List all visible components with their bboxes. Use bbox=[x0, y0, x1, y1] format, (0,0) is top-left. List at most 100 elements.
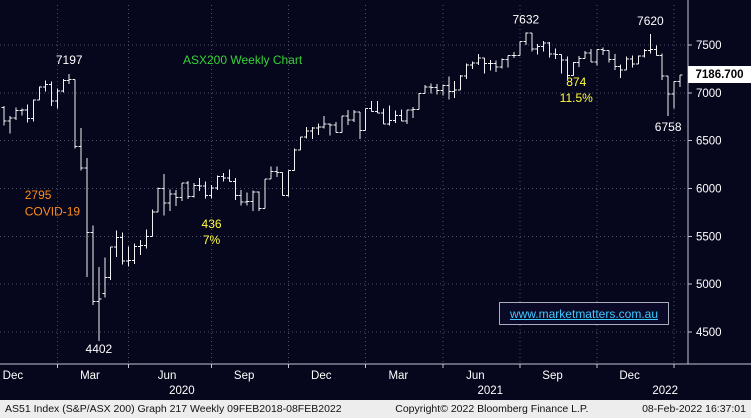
ohlc-bar bbox=[606, 50, 612, 63]
x-month-label: Dec bbox=[619, 370, 640, 382]
ohlc-bar bbox=[677, 74, 683, 88]
chart-annotation: 6758 bbox=[655, 120, 682, 134]
ohlc-bar bbox=[529, 32, 535, 52]
ohlc-bar bbox=[404, 109, 410, 125]
ohlc-bar bbox=[48, 81, 54, 106]
ohlc-bar bbox=[351, 109, 357, 122]
chart-annotation: 4402 bbox=[86, 342, 113, 356]
ohlc-bar bbox=[149, 209, 155, 238]
ohlc-bar bbox=[647, 33, 653, 54]
ohlc-bar bbox=[369, 100, 375, 113]
ohlc-bar bbox=[13, 107, 19, 120]
ohlc-bar bbox=[464, 63, 470, 80]
ohlc-bar bbox=[339, 115, 345, 133]
ohlc-bar bbox=[618, 64, 624, 78]
ohlc-bar bbox=[547, 41, 553, 58]
ohlc-bar bbox=[594, 48, 600, 66]
ohlc-bar bbox=[499, 58, 505, 69]
chart-title: ASX200 Weekly Chart bbox=[183, 53, 303, 67]
status-bar: AS51 Index (S&P/ASX 200) Graph 217 Weekl… bbox=[0, 400, 751, 418]
ohlc-bar bbox=[78, 128, 84, 171]
ohlc-bar bbox=[185, 180, 191, 199]
ohlc-bar bbox=[303, 126, 309, 139]
footer-copyright: Copyright© 2022 Bloomberg Finance L.P. bbox=[395, 403, 589, 415]
ohlc-bar bbox=[523, 32, 529, 46]
ohlc-bar bbox=[440, 84, 446, 96]
ohlc-bar bbox=[96, 266, 102, 342]
x-month-label: Mar bbox=[388, 370, 408, 382]
ohlc-bar bbox=[238, 190, 244, 206]
ohlc-bar bbox=[416, 92, 422, 110]
x-month-label: Mar bbox=[80, 370, 100, 382]
ohlc-bar bbox=[564, 56, 570, 79]
ohlc-bar bbox=[286, 169, 292, 197]
ohlc-bar bbox=[446, 76, 452, 100]
chart-annotation: 7632 bbox=[512, 13, 539, 27]
ohlc-bar bbox=[268, 166, 274, 180]
ohlc-bar bbox=[653, 45, 659, 56]
y-tick-label: 7500 bbox=[696, 40, 722, 52]
ohlc-bar bbox=[173, 189, 179, 206]
chart-annotation: 11.5% bbox=[560, 91, 593, 105]
x-month-label: Dec bbox=[311, 370, 332, 382]
ohlc-bar bbox=[214, 175, 220, 191]
chart-annotation: 7620 bbox=[637, 14, 664, 28]
ohlc-bar bbox=[226, 169, 232, 183]
ohlc-bar bbox=[386, 105, 392, 126]
ohlc-bar bbox=[588, 48, 594, 63]
ohlc-bar bbox=[321, 116, 327, 129]
ohlc-bar bbox=[232, 177, 238, 201]
ohlc-bar bbox=[19, 108, 25, 116]
ohlc-bar bbox=[102, 257, 108, 298]
ohlc-bar bbox=[108, 246, 114, 281]
ohlc-bar bbox=[167, 189, 173, 211]
ohlc-bar bbox=[600, 47, 606, 55]
ohlc-bar bbox=[671, 81, 677, 109]
ohlc-bar bbox=[582, 50, 588, 59]
ohlc-bar bbox=[641, 49, 647, 58]
ohlc-bar bbox=[392, 110, 398, 124]
ohlc-bar bbox=[434, 84, 440, 95]
ohlc-bar bbox=[209, 184, 215, 199]
ohlc-bar bbox=[428, 83, 434, 94]
ohlc-bar bbox=[25, 104, 31, 123]
ohlc-bar bbox=[475, 54, 481, 65]
ohlc-bar bbox=[452, 81, 458, 98]
ohlc-bar bbox=[481, 57, 487, 74]
ohlc-bar bbox=[552, 48, 558, 60]
ohlc-bar bbox=[398, 109, 404, 122]
ohlc-bar bbox=[161, 173, 167, 216]
ohlc-bar bbox=[333, 122, 339, 133]
ohlc-bar bbox=[363, 107, 369, 132]
ohlc-bar bbox=[126, 246, 132, 267]
footer-instrument: AS51 Index (S&P/ASX 200) Graph 217 Weekl… bbox=[5, 403, 342, 415]
ohlc-bar bbox=[511, 51, 517, 58]
y-tick-label: 6500 bbox=[696, 136, 722, 148]
footer-timestamp: 08-Feb-2022 16:37:01 bbox=[642, 403, 746, 415]
x-month-label: Jun bbox=[158, 370, 177, 382]
ohlc-bar bbox=[665, 75, 671, 117]
ohlc-bar bbox=[7, 115, 13, 134]
ohlc-bar bbox=[90, 225, 96, 305]
ohlc-bar bbox=[410, 107, 416, 118]
ohlc-bar bbox=[250, 190, 256, 212]
y-tick-label: 4500 bbox=[696, 327, 722, 339]
ohlc-bar bbox=[72, 79, 78, 149]
chart-annotation: 874 bbox=[566, 75, 586, 89]
website-link[interactable]: www.marketmatters.com.au bbox=[509, 306, 659, 321]
ohlc-bar bbox=[558, 53, 564, 74]
ohlc-bar bbox=[630, 55, 636, 68]
ohlc-bar bbox=[381, 108, 387, 125]
ohlc-bar bbox=[636, 55, 642, 65]
chart-canvas: 7500 7000 6500 6000 5500 5000 4500 Dec Mar Jun Sep… bbox=[0, 0, 751, 397]
ohlc-bar bbox=[274, 166, 280, 177]
ohlc-bar bbox=[292, 148, 298, 171]
x-month-label: Sep bbox=[542, 370, 562, 382]
last-price-label: 7186.700 bbox=[688, 66, 751, 83]
ohlc-bar bbox=[256, 191, 262, 211]
ohlc-bar bbox=[220, 173, 226, 182]
ohlc-bar bbox=[60, 79, 66, 93]
ohlc-bar bbox=[535, 44, 541, 55]
ohlc-bar bbox=[203, 181, 209, 199]
x-month-label: Dec bbox=[3, 370, 24, 382]
